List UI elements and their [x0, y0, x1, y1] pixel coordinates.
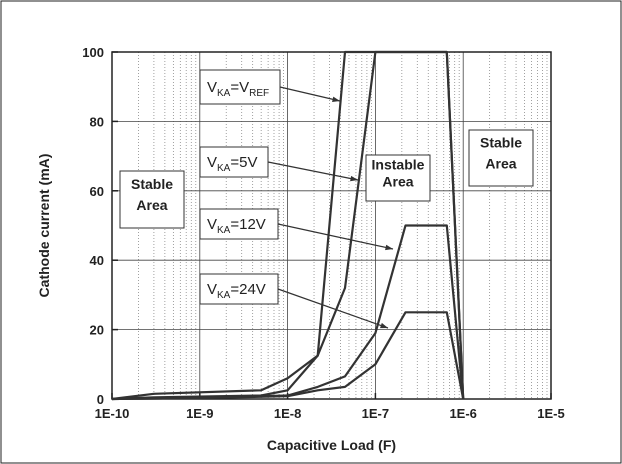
series-label-box	[199, 208, 279, 240]
label-arrow-2	[277, 223, 394, 250]
x-axis-title: Capacitive Load (F)	[267, 437, 396, 453]
stable-area-right-text: Area	[485, 156, 516, 172]
stable-area-right-text: Stable	[480, 135, 522, 151]
series-label-0: VKA=VREF	[199, 69, 281, 105]
x-tick-label: 1E-10	[95, 406, 130, 421]
stable-area-left-text: Area	[136, 197, 167, 213]
y-tick-label: 20	[90, 323, 104, 338]
y-tick-label: 80	[90, 114, 104, 129]
x-tick-label: 1E-6	[449, 406, 476, 421]
x-tick-label: 1E-7	[362, 406, 389, 421]
series-label-box	[199, 146, 269, 178]
label-arrowhead-0	[332, 96, 340, 102]
series-label-1: VKA=5V	[199, 146, 269, 178]
series-label-text: VKA=12V	[207, 216, 266, 236]
series-label-text: VKA=VREF	[207, 79, 269, 99]
label-arrowhead-2	[385, 244, 393, 251]
x-tick-label: 1E-9	[186, 406, 213, 421]
stable-area-left-box	[119, 170, 185, 229]
stable-area-right: Stable Area	[468, 129, 534, 187]
y-tick-label: 100	[82, 45, 104, 60]
label-arrow-0	[279, 86, 341, 102]
x-tick-label: 1E-5	[537, 406, 564, 421]
label-arrow-1	[267, 161, 359, 181]
label-arrowhead-1	[350, 175, 358, 182]
series-label-text: VKA=5V	[207, 154, 257, 174]
series-lines	[111, 50, 465, 401]
instable-area-text: Area	[382, 173, 413, 189]
label-arrows	[267, 86, 394, 329]
label-arrowhead-3	[380, 322, 388, 329]
y-tick-label: 60	[90, 184, 104, 199]
y-axis-title: Cathode current (mA)	[36, 154, 52, 298]
series-label-box	[199, 69, 281, 105]
y-tick-label: 40	[90, 253, 104, 268]
annotation-boxes: VKA=VREFVKA=5VVKA=12VVKA=24VStableAreaIn…	[119, 69, 534, 305]
stable-area-left: Stable Area	[119, 170, 185, 229]
instable-area-box	[365, 154, 431, 202]
x-tick-label: 1E-8	[274, 406, 301, 421]
series-label-text: VKA=24V	[207, 281, 266, 301]
y-tick-label: 0	[97, 392, 104, 407]
series-label-2: VKA=12V	[199, 208, 279, 240]
label-arrow-3	[277, 288, 389, 329]
series-line-1	[111, 50, 465, 401]
series-line-3	[111, 311, 465, 401]
stable-area-right-box	[468, 129, 534, 187]
series-label-3: VKA=24V	[199, 273, 279, 305]
series-label-box	[199, 273, 279, 305]
instable-area-text: Instable	[372, 157, 425, 173]
ticks: 1E-10 1E-9 1E-8 1E-7 1E-6 1E-5 0 20 40 60 80 100	[82, 45, 564, 421]
stable-area-left-text: Stable	[131, 176, 173, 192]
plot-border	[111, 51, 552, 400]
